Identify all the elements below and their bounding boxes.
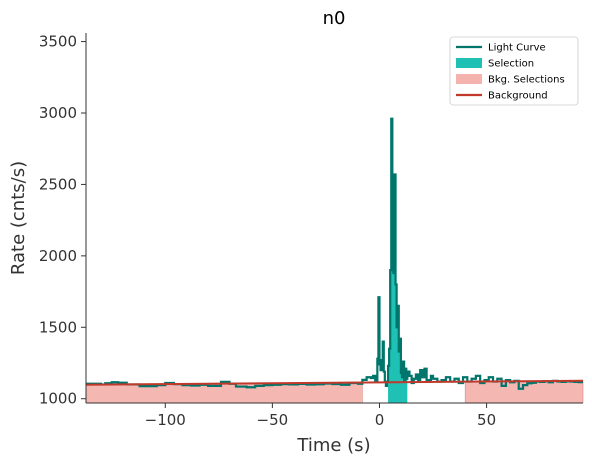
x-tick-label: 50 [477, 411, 496, 429]
legend-swatch [456, 58, 482, 68]
y-tick-label: 2500 [39, 175, 77, 193]
legend-label: Light Curve [488, 43, 546, 54]
light-curve-line [86, 117, 583, 390]
y-tick-label: 3500 [39, 33, 77, 51]
y-tick-label: 3000 [39, 104, 77, 122]
x-axis-label: Time (s) [296, 435, 370, 456]
x-tick-label: 0 [375, 411, 385, 429]
bkg-selection-1 [85, 382, 363, 404]
x-tick-label: −50 [257, 411, 289, 429]
y-ticks: 1000 1500 2000 2500 3000 3500 [39, 33, 86, 408]
legend-swatch [456, 74, 482, 84]
legend-box [449, 36, 579, 106]
chart-title: n0 [323, 8, 346, 29]
x-ticks: −100 −50 0 50 [145, 403, 496, 429]
x-tick-label: −100 [145, 411, 186, 429]
legend-label: Bkg. Selections [488, 75, 565, 86]
y-tick-label: 1500 [39, 318, 77, 336]
background-line [85, 379, 584, 386]
selection-fill [388, 118, 408, 403]
legend-label: Background [488, 91, 548, 102]
series-layer [85, 117, 584, 390]
y-tick-label: 1000 [39, 390, 77, 408]
y-axis-label: Rate (cnts/s) [8, 161, 29, 275]
y-tick-label: 2000 [39, 247, 77, 265]
legend-label: Selection [488, 59, 534, 70]
legend: Light Curve Selection Bkg. Selections Backg… [449, 36, 579, 106]
source-selection-region [388, 118, 408, 403]
